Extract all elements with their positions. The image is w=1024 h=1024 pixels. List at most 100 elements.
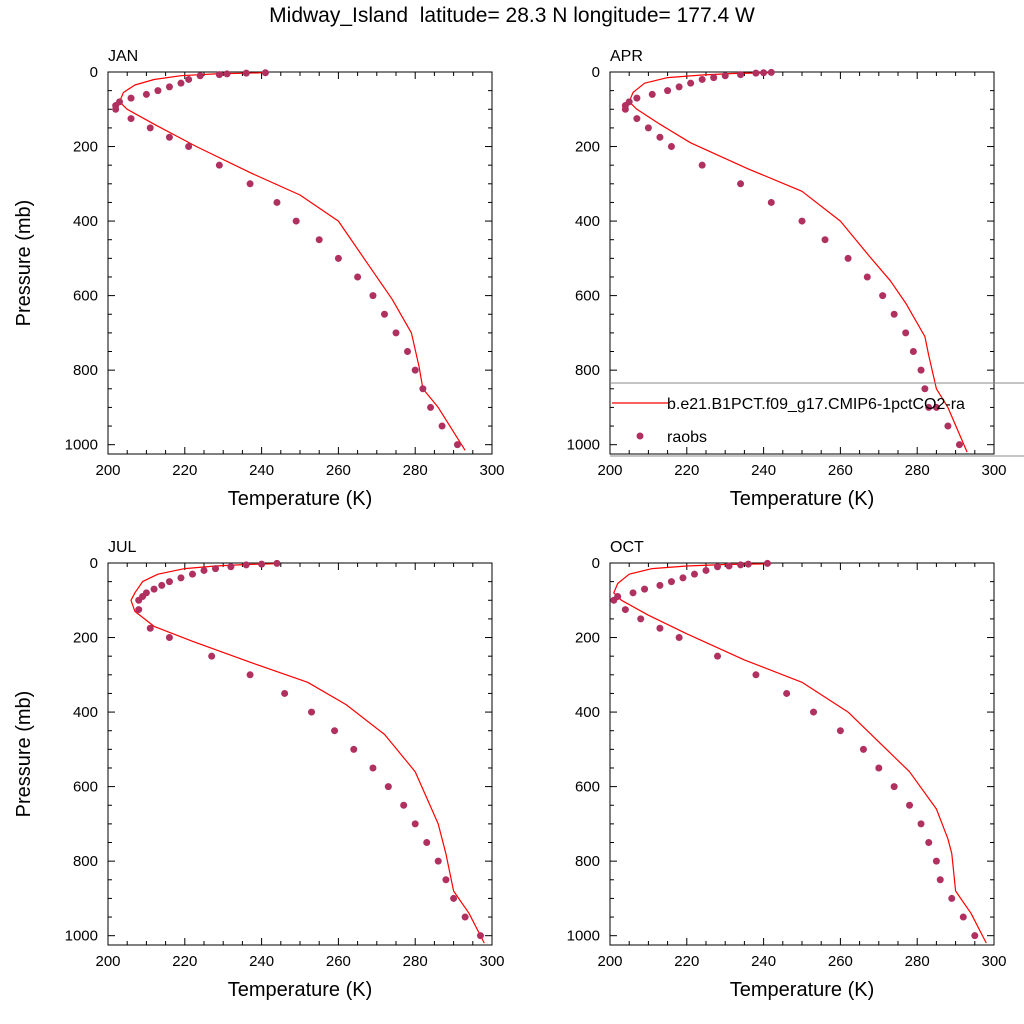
- raobs-point: [246, 671, 254, 679]
- raobs-point: [127, 115, 135, 123]
- raobs-point: [955, 441, 963, 449]
- raobs-point: [698, 75, 706, 83]
- raobs-point: [392, 329, 400, 337]
- raobs-point: [917, 366, 925, 374]
- raobs-point: [453, 441, 461, 449]
- raobs-point: [714, 652, 722, 660]
- raobs-point: [648, 90, 656, 98]
- x-tick-label: 240: [751, 462, 776, 479]
- raobs-point: [215, 71, 223, 79]
- x-tick-label: 200: [95, 462, 120, 479]
- raobs-point: [948, 894, 956, 902]
- y-tick-label: 1000: [65, 928, 98, 945]
- panel-jul: 200 220 240 260 280 300 0 200 400 600 800 1000 JUL Te…: [13, 539, 505, 1001]
- raobs-point: [135, 596, 143, 604]
- raobs-point: [936, 876, 944, 884]
- raobs-point: [127, 94, 135, 102]
- raobs-point: [752, 69, 760, 77]
- x-tick-label: 240: [751, 953, 776, 970]
- raobs-point: [200, 566, 208, 574]
- legend-obs-label: raobs: [667, 429, 707, 446]
- raobs-point: [621, 606, 629, 614]
- raobs-point: [637, 615, 645, 623]
- x-tick-label: 280: [905, 462, 930, 479]
- y-tick-label: 800: [575, 362, 600, 379]
- model-profile-line: [130, 563, 485, 944]
- raobs-point: [442, 876, 450, 884]
- y-tick-label: 600: [73, 288, 98, 305]
- raobs-point: [641, 585, 649, 593]
- raobs-point: [212, 565, 220, 573]
- raobs-point: [438, 422, 446, 430]
- x-tick-label: 280: [403, 953, 428, 970]
- raobs-point: [242, 69, 250, 77]
- raobs-point: [687, 79, 695, 87]
- x-tick-label: 220: [172, 462, 197, 479]
- y-tick-label: 800: [73, 362, 98, 379]
- raobs-point: [208, 652, 216, 660]
- raobs-point: [763, 559, 771, 567]
- raobs-point: [196, 72, 204, 80]
- raobs-point: [890, 783, 898, 791]
- x-tick-label: 300: [981, 953, 1006, 970]
- x-tick-label: 200: [597, 462, 622, 479]
- raobs-point: [427, 403, 435, 411]
- raobs-point: [629, 589, 637, 597]
- raobs-point: [350, 745, 358, 753]
- raobs-point: [925, 839, 933, 847]
- x-tick-label: 260: [326, 953, 351, 970]
- panel-oct: 200 220 240 260 280 300 0 200 400 600 800 1000 OCT Te…: [567, 539, 1007, 1001]
- model-profile-line: [118, 72, 466, 451]
- panel-apr: 200 220 240 260 280 300 0 200 400 600 800 1000 APR Te…: [567, 48, 1024, 510]
- y-tick-label: 600: [575, 779, 600, 796]
- x-tick-label: 260: [828, 462, 853, 479]
- y-tick-label: 0: [90, 64, 98, 81]
- raobs-point: [185, 143, 193, 151]
- raobs-point: [725, 562, 733, 570]
- raobs-point: [165, 634, 173, 642]
- raobs-point: [154, 87, 162, 95]
- raobs-point: [836, 727, 844, 735]
- plot-frame: [107, 71, 493, 455]
- y-tick-label: 200: [575, 139, 600, 156]
- raobs-point: [675, 634, 683, 642]
- raobs-point: [423, 839, 431, 847]
- raobs-point: [702, 566, 710, 574]
- panel-title: APR: [610, 48, 643, 65]
- raobs-point: [369, 764, 377, 772]
- raobs-point: [158, 581, 166, 589]
- x-tick-label: 280: [403, 462, 428, 479]
- legend-model-label: b.e21.B1PCT.f09_g17.CMIP6-1pctCO2-ra: [667, 396, 965, 413]
- y-tick-label: 200: [73, 630, 98, 647]
- y-tick-label: 400: [575, 704, 600, 721]
- raobs-point: [783, 689, 791, 697]
- raobs-point: [971, 932, 979, 940]
- raobs-point: [675, 83, 683, 91]
- raobs-point: [879, 292, 887, 300]
- raobs-point: [354, 273, 362, 281]
- raobs-point: [273, 198, 281, 206]
- raobs-point: [434, 857, 442, 865]
- raobs-point: [281, 689, 289, 697]
- raobs-point: [760, 69, 768, 77]
- raobs-point: [146, 124, 154, 132]
- raobs-point: [721, 72, 729, 80]
- raobs-point: [644, 124, 652, 132]
- raobs-point: [737, 180, 745, 188]
- raobs-point: [698, 161, 706, 169]
- raobs-point: [959, 913, 967, 921]
- y-tick-label: 1000: [65, 437, 98, 454]
- raobs-point: [633, 115, 641, 123]
- x-tick-label: 260: [828, 953, 853, 970]
- raobs-point: [656, 581, 664, 589]
- x-axis-title: Temperature (K): [228, 488, 373, 510]
- raobs-point: [142, 90, 150, 98]
- raobs-point: [177, 574, 185, 582]
- raobs-point: [400, 801, 408, 809]
- x-axis-title: Temperature (K): [730, 488, 875, 510]
- x-axis-title: Temperature (K): [228, 979, 373, 1001]
- raobs-point: [909, 348, 917, 356]
- raobs-point: [404, 348, 412, 356]
- raobs-point: [810, 708, 818, 716]
- raobs-point: [679, 574, 687, 582]
